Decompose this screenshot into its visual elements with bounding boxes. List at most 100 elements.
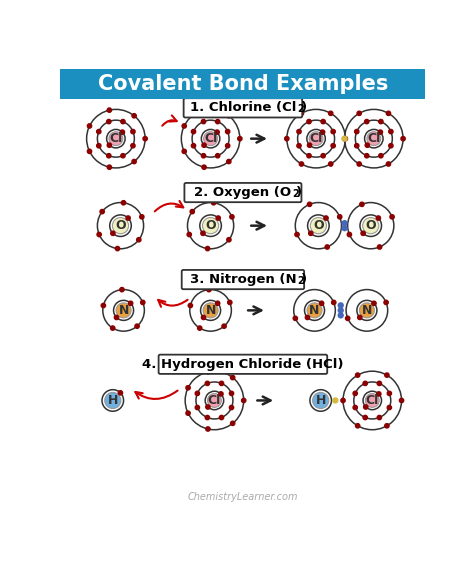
Circle shape: [205, 416, 210, 420]
Text: Cl: Cl: [208, 394, 221, 407]
Circle shape: [365, 394, 379, 407]
Circle shape: [337, 214, 342, 219]
Circle shape: [390, 214, 394, 219]
Circle shape: [363, 381, 367, 386]
Circle shape: [227, 160, 231, 164]
Circle shape: [198, 326, 202, 330]
Circle shape: [219, 392, 223, 396]
Circle shape: [353, 405, 357, 410]
Circle shape: [216, 216, 220, 220]
Circle shape: [107, 165, 111, 169]
Circle shape: [131, 143, 135, 148]
Circle shape: [346, 316, 350, 320]
Circle shape: [201, 120, 206, 124]
Circle shape: [107, 108, 111, 112]
Text: 2: 2: [292, 188, 299, 199]
Circle shape: [230, 421, 235, 425]
Text: O: O: [205, 219, 216, 232]
Circle shape: [206, 370, 210, 374]
Circle shape: [207, 287, 211, 292]
Circle shape: [285, 136, 289, 141]
Circle shape: [230, 214, 234, 219]
Circle shape: [305, 315, 310, 320]
Circle shape: [120, 287, 124, 292]
Circle shape: [331, 129, 335, 134]
Circle shape: [338, 308, 343, 313]
Circle shape: [216, 301, 220, 305]
Text: 3. Nitrogen (N: 3. Nitrogen (N: [190, 273, 296, 286]
Circle shape: [222, 324, 226, 328]
Circle shape: [378, 130, 383, 134]
Circle shape: [320, 130, 325, 134]
Circle shape: [205, 381, 210, 386]
Text: Covalent Bond Examples: Covalent Bond Examples: [98, 74, 388, 94]
Circle shape: [365, 143, 369, 147]
Circle shape: [361, 231, 365, 235]
Circle shape: [357, 111, 361, 116]
Circle shape: [227, 114, 231, 118]
Circle shape: [107, 154, 111, 158]
Circle shape: [324, 216, 328, 220]
Circle shape: [357, 162, 361, 166]
Text: N: N: [205, 304, 216, 317]
Circle shape: [135, 324, 139, 328]
Text: N: N: [362, 304, 372, 317]
Circle shape: [356, 424, 360, 428]
Circle shape: [310, 217, 327, 234]
Circle shape: [319, 301, 324, 305]
Circle shape: [195, 391, 200, 395]
Circle shape: [307, 120, 311, 124]
Circle shape: [333, 398, 338, 403]
Text: N: N: [310, 304, 320, 317]
Circle shape: [355, 143, 359, 148]
Circle shape: [126, 216, 130, 220]
Circle shape: [377, 416, 382, 420]
Circle shape: [131, 129, 135, 134]
Circle shape: [190, 209, 194, 214]
Circle shape: [140, 214, 144, 219]
Circle shape: [387, 391, 392, 395]
FancyBboxPatch shape: [184, 183, 301, 202]
Circle shape: [342, 136, 346, 141]
Circle shape: [188, 303, 192, 307]
Circle shape: [365, 120, 369, 124]
Circle shape: [389, 143, 393, 148]
Text: Cl: Cl: [365, 394, 379, 407]
Circle shape: [114, 315, 118, 320]
Circle shape: [309, 231, 313, 235]
Text: Cl: Cl: [367, 132, 381, 145]
Circle shape: [376, 216, 381, 220]
Circle shape: [401, 136, 405, 141]
Circle shape: [309, 132, 323, 146]
Circle shape: [100, 209, 104, 214]
Circle shape: [363, 217, 379, 234]
Circle shape: [359, 303, 374, 318]
Circle shape: [356, 373, 360, 377]
Text: ): ): [301, 101, 307, 114]
Circle shape: [116, 303, 131, 318]
Circle shape: [97, 129, 101, 134]
Circle shape: [191, 129, 196, 134]
Circle shape: [299, 111, 304, 116]
FancyBboxPatch shape: [61, 69, 425, 99]
Circle shape: [228, 300, 232, 305]
Circle shape: [186, 386, 190, 390]
Circle shape: [363, 416, 367, 420]
Circle shape: [342, 221, 347, 225]
Circle shape: [202, 108, 206, 112]
Text: Cl: Cl: [204, 132, 217, 145]
Circle shape: [107, 120, 111, 124]
Text: Cl: Cl: [310, 132, 323, 145]
Text: H: H: [108, 394, 118, 407]
Circle shape: [328, 162, 333, 166]
Circle shape: [187, 232, 191, 236]
Circle shape: [379, 120, 383, 124]
Circle shape: [377, 245, 382, 249]
Circle shape: [186, 411, 190, 416]
Circle shape: [109, 132, 123, 146]
Circle shape: [219, 416, 224, 420]
Text: 4. Hydrogen Chloride (HCl): 4. Hydrogen Chloride (HCl): [142, 358, 344, 370]
Circle shape: [372, 301, 376, 305]
Circle shape: [216, 154, 220, 158]
Circle shape: [118, 391, 123, 395]
